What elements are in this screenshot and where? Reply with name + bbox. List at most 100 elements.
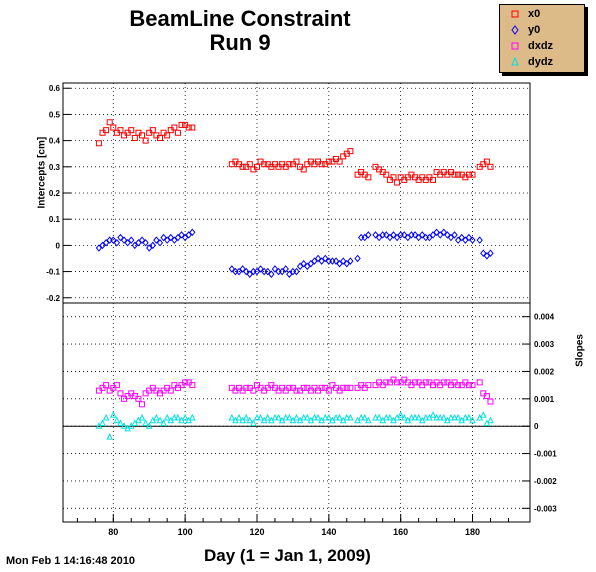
data-point-y0 xyxy=(343,259,350,268)
data-point-y0 xyxy=(304,262,311,271)
data-point-x0 xyxy=(286,161,293,168)
data-point-dydz xyxy=(138,413,146,421)
data-point-x0 xyxy=(261,161,268,168)
data-point-dydz xyxy=(321,413,329,421)
data-point-dydz xyxy=(311,413,318,421)
data-point-y0 xyxy=(243,267,250,276)
data-point-y0 xyxy=(271,265,279,273)
data-point-y0 xyxy=(311,257,318,265)
data-point-dydz xyxy=(181,413,189,421)
y-tick-label: 0.3 xyxy=(49,163,61,172)
data-point-dydz xyxy=(375,413,383,421)
data-point-dydz xyxy=(142,419,149,426)
data-point-y0 xyxy=(117,233,124,242)
y-tick-label: 0.003 xyxy=(534,340,555,349)
data-point-x0 xyxy=(110,124,117,131)
data-point-dxdz xyxy=(167,387,174,394)
x-tick-label: 80 xyxy=(108,527,118,537)
data-point-y0 xyxy=(390,231,397,239)
data-point-y0 xyxy=(455,236,462,244)
data-point-y0 xyxy=(286,270,293,278)
data-point-x0 xyxy=(325,158,332,165)
data-point-dydz xyxy=(462,413,469,421)
data-point-x0 xyxy=(300,166,307,173)
data-point-y0 xyxy=(372,231,379,239)
data-point-dydz xyxy=(397,411,404,418)
data-point-dydz xyxy=(156,416,164,424)
data-point-y0 xyxy=(358,233,365,242)
timestamp: Mon Feb 1 14:16:48 2010 xyxy=(6,555,136,567)
data-point-dxdz xyxy=(340,384,347,391)
data-point-x0 xyxy=(185,124,192,131)
data-point-y0 xyxy=(322,254,329,263)
data-point-y0 xyxy=(476,236,483,244)
data-point-x0 xyxy=(383,171,390,178)
data-point-y0 xyxy=(264,267,271,276)
data-point-dydz xyxy=(257,413,264,421)
data-point-dydz xyxy=(357,413,365,421)
data-point-dydz xyxy=(120,422,128,429)
data-point-dxdz xyxy=(182,379,189,386)
data-point-dxdz xyxy=(189,382,196,389)
data-point-dydz xyxy=(372,413,379,421)
legend-marker-x0 xyxy=(511,10,519,18)
data-point-dydz xyxy=(235,413,243,421)
data-point-y0 xyxy=(124,238,131,247)
data-point-y0 xyxy=(451,231,458,239)
data-point-y0 xyxy=(95,244,103,252)
data-point-dydz xyxy=(109,411,117,418)
data-point-dydz xyxy=(314,413,322,421)
data-point-x0 xyxy=(178,121,185,128)
data-point-y0 xyxy=(426,233,433,242)
data-point-x0 xyxy=(171,124,178,131)
data-point-y0 xyxy=(120,236,128,244)
x-tick-label: 100 xyxy=(178,527,193,537)
data-point-y0 xyxy=(156,238,164,247)
top-y-axis-label: Intercepts [cm] xyxy=(36,136,48,209)
y-tick-label: -0.2 xyxy=(46,294,60,303)
data-point-y0 xyxy=(469,236,476,244)
data-point-dxdz xyxy=(365,382,372,389)
data-point-y0 xyxy=(128,236,135,244)
data-point-dxdz xyxy=(343,384,350,391)
legend-label-y0: y0 xyxy=(528,24,541,36)
data-point-dxdz xyxy=(135,395,142,402)
data-point-y0 xyxy=(110,236,117,244)
data-point-x0 xyxy=(174,129,181,136)
data-point-x0 xyxy=(106,119,113,126)
x-axis-label: Day (1 = Jan 1, 2009) xyxy=(204,546,371,565)
x-tick-label: 120 xyxy=(249,527,264,537)
data-point-dydz xyxy=(102,413,110,421)
data-point-y0 xyxy=(142,238,149,247)
data-point-x0 xyxy=(390,174,397,181)
legend-entry-y0: y0 xyxy=(508,22,540,38)
data-point-y0 xyxy=(153,236,160,244)
data-point-y0 xyxy=(347,257,354,265)
data-point-x0 xyxy=(142,137,149,144)
data-point-dydz xyxy=(400,413,408,421)
y-tick-label: 0.002 xyxy=(534,367,555,376)
data-point-dydz xyxy=(347,413,354,421)
legend-entry-dxdz: dxdz xyxy=(508,38,553,54)
data-point-dydz xyxy=(332,413,340,421)
y-tick-label: 0.001 xyxy=(534,395,555,404)
data-point-y0 xyxy=(300,259,307,268)
data-point-y0 xyxy=(465,233,473,242)
data-point-y0 xyxy=(257,265,264,273)
data-point-x0 xyxy=(131,135,138,141)
data-point-y0 xyxy=(189,228,196,237)
data-point-x0 xyxy=(103,127,110,134)
data-point-y0 xyxy=(480,249,487,258)
data-point-x0 xyxy=(483,158,490,165)
data-point-y0 xyxy=(253,267,261,276)
data-point-dydz xyxy=(228,413,236,421)
data-point-x0 xyxy=(451,171,458,178)
data-point-x0 xyxy=(293,158,300,165)
data-point-dydz xyxy=(99,419,106,426)
data-point-y0 xyxy=(419,231,426,239)
data-point-x0 xyxy=(189,124,196,131)
data-point-y0 xyxy=(483,252,491,260)
data-point-dydz xyxy=(422,413,430,421)
data-point-dydz xyxy=(386,413,394,421)
data-point-dydz xyxy=(429,411,437,418)
